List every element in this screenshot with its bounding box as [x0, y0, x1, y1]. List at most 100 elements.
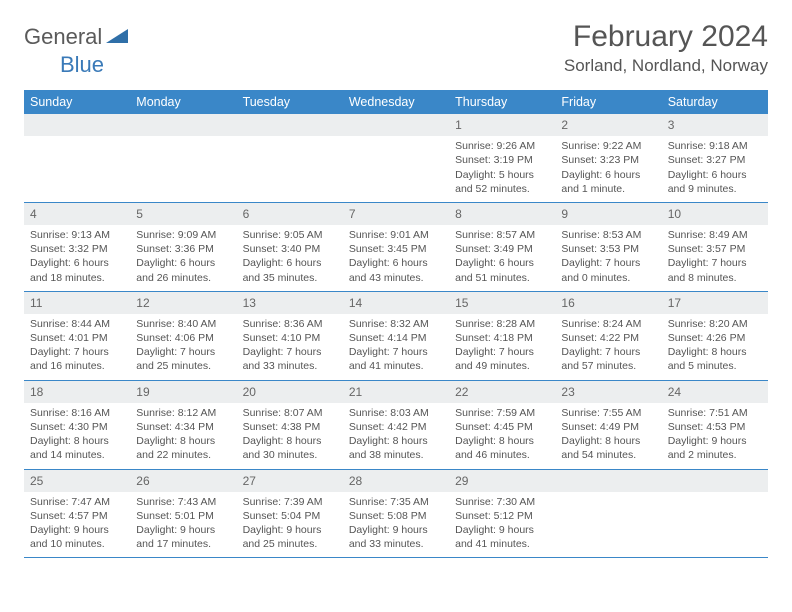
day-number: 23: [555, 381, 661, 403]
sunset-text: Sunset: 4:30 PM: [30, 420, 124, 434]
day-header: Tuesday: [237, 90, 343, 114]
day-number: 20: [237, 381, 343, 403]
logo: General: [24, 20, 130, 50]
daylight-text: Daylight: 8 hours and 38 minutes.: [349, 434, 443, 462]
day-number: 28: [343, 470, 449, 492]
sunrise-text: Sunrise: 8:20 AM: [668, 317, 762, 331]
daylight-text: Daylight: 6 hours and 9 minutes.: [668, 168, 762, 196]
calendar-day-cell: 10Sunrise: 8:49 AMSunset: 3:57 PMDayligh…: [662, 202, 768, 291]
calendar-day-cell: 5 Sunrise: 9:09 AMSunset: 3:36 PMDaylight…: [130, 202, 236, 291]
sunset-text: Sunset: 3:40 PM: [243, 242, 337, 256]
calendar-day-cell: 18Sunrise: 8:16 AMSunset: 4:30 PMDayligh…: [24, 380, 130, 469]
calendar-day-cell: 3Sunrise: 9:18 AMSunset: 3:27 PMDaylight…: [662, 114, 768, 202]
calendar-day-cell: 29Sunrise: 7:30 AMSunset: 5:12 PMDayligh…: [449, 469, 555, 558]
sunset-text: Sunset: 4:06 PM: [136, 331, 230, 345]
sunrise-text: Sunrise: 8:53 AM: [561, 228, 655, 242]
sunset-text: Sunset: 4:34 PM: [136, 420, 230, 434]
sunrise-text: Sunrise: 7:59 AM: [455, 406, 549, 420]
sunset-text: Sunset: 3:27 PM: [668, 153, 762, 167]
calendar-day-cell: 14Sunrise: 8:32 AMSunset: 4:14 PMDayligh…: [343, 291, 449, 380]
day-header: Friday: [555, 90, 661, 114]
sunset-text: Sunset: 4:01 PM: [30, 331, 124, 345]
month-title: February 2024: [564, 20, 768, 54]
daylight-text: Daylight: 6 hours and 26 minutes.: [136, 256, 230, 284]
day-number: 27: [237, 470, 343, 492]
daylight-text: Daylight: 9 hours and 41 minutes.: [455, 523, 549, 551]
daylight-text: Daylight: 7 hours and 16 minutes.: [30, 345, 124, 373]
day-number: [555, 470, 661, 492]
sunset-text: Sunset: 3:32 PM: [30, 242, 124, 256]
sunrise-text: Sunrise: 8:49 AM: [668, 228, 762, 242]
calendar-day-cell: [130, 114, 236, 202]
daylight-text: Daylight: 8 hours and 30 minutes.: [243, 434, 337, 462]
calendar-day-cell: 26Sunrise: 7:43 AMSunset: 5:01 PMDayligh…: [130, 469, 236, 558]
day-number: 17: [662, 292, 768, 314]
sunrise-text: Sunrise: 9:26 AM: [455, 139, 549, 153]
logo-text-blue: Blue: [60, 52, 104, 77]
daylight-text: Daylight: 6 hours and 51 minutes.: [455, 256, 549, 284]
sunrise-text: Sunrise: 7:51 AM: [668, 406, 762, 420]
calendar-day-cell: 16Sunrise: 8:24 AMSunset: 4:22 PMDayligh…: [555, 291, 661, 380]
sunrise-text: Sunrise: 9:09 AM: [136, 228, 230, 242]
daylight-text: Daylight: 9 hours and 17 minutes.: [136, 523, 230, 551]
calendar-day-cell: [237, 114, 343, 202]
sunrise-text: Sunrise: 8:12 AM: [136, 406, 230, 420]
sunrise-text: Sunrise: 8:36 AM: [243, 317, 337, 331]
daylight-text: Daylight: 9 hours and 25 minutes.: [243, 523, 337, 551]
day-number: 5: [130, 203, 236, 225]
daylight-text: Daylight: 6 hours and 35 minutes.: [243, 256, 337, 284]
sunrise-text: Sunrise: 7:55 AM: [561, 406, 655, 420]
day-header: Wednesday: [343, 90, 449, 114]
sunset-text: Sunset: 4:42 PM: [349, 420, 443, 434]
calendar-day-cell: 27 Sunrise: 7:39 AMSunset: 5:04 PMDayligh…: [237, 469, 343, 558]
sunset-text: Sunset: 5:04 PM: [243, 509, 337, 523]
sunrise-text: Sunrise: 7:39 AM: [243, 495, 337, 509]
sunset-text: Sunset: 3:45 PM: [349, 242, 443, 256]
calendar-day-cell: 19 Sunrise: 8:12 AMSunset: 4:34 PMDayligh…: [130, 380, 236, 469]
sunset-text: Sunset: 3:23 PM: [561, 153, 655, 167]
sunset-text: Sunset: 5:08 PM: [349, 509, 443, 523]
daylight-text: Daylight: 9 hours and 33 minutes.: [349, 523, 443, 551]
day-number: 25: [24, 470, 130, 492]
calendar-day-cell: 21 Sunrise: 8:03 AMSunset: 4:42 PMDayligh…: [343, 380, 449, 469]
sunrise-text: Sunrise: 8:03 AM: [349, 406, 443, 420]
calendar-day-cell: 4Sunrise: 9:13 AMSunset: 3:32 PMDaylight…: [24, 202, 130, 291]
day-number: 19: [130, 381, 236, 403]
day-number: [130, 114, 236, 136]
day-number: [24, 114, 130, 136]
sunrise-text: Sunrise: 7:35 AM: [349, 495, 443, 509]
daylight-text: Daylight: 8 hours and 22 minutes.: [136, 434, 230, 462]
calendar-day-cell: 1Sunrise: 9:26 AMSunset: 3:19 PMDaylight…: [449, 114, 555, 202]
calendar-day-cell: 6Sunrise: 9:05 AMSunset: 3:40 PMDaylight…: [237, 202, 343, 291]
sunset-text: Sunset: 4:57 PM: [30, 509, 124, 523]
sunrise-text: Sunrise: 9:18 AM: [668, 139, 762, 153]
daylight-text: Daylight: 5 hours and 52 minutes.: [455, 168, 549, 196]
calendar-day-cell: 28 Sunrise: 7:35 AMSunset: 5:08 PMDayligh…: [343, 469, 449, 558]
sunrise-text: Sunrise: 7:30 AM: [455, 495, 549, 509]
sunset-text: Sunset: 3:36 PM: [136, 242, 230, 256]
day-header: Monday: [130, 90, 236, 114]
calendar-day-cell: [662, 469, 768, 558]
day-number: 2: [555, 114, 661, 136]
daylight-text: Daylight: 7 hours and 49 minutes.: [455, 345, 549, 373]
calendar-week-row: 1Sunrise: 9:26 AMSunset: 3:19 PMDaylight…: [24, 114, 768, 202]
sunrise-text: Sunrise: 8:44 AM: [30, 317, 124, 331]
calendar-day-cell: [555, 469, 661, 558]
daylight-text: Daylight: 7 hours and 57 minutes.: [561, 345, 655, 373]
day-number: 29: [449, 470, 555, 492]
calendar-day-cell: [343, 114, 449, 202]
daylight-text: Daylight: 7 hours and 8 minutes.: [668, 256, 762, 284]
day-number: 14: [343, 292, 449, 314]
sunset-text: Sunset: 4:38 PM: [243, 420, 337, 434]
calendar-day-cell: 25Sunrise: 7:47 AMSunset: 4:57 PMDayligh…: [24, 469, 130, 558]
day-number: 13: [237, 292, 343, 314]
calendar-day-cell: [24, 114, 130, 202]
sunrise-text: Sunrise: 9:13 AM: [30, 228, 124, 242]
day-number: 21: [343, 381, 449, 403]
sunset-text: Sunset: 3:49 PM: [455, 242, 549, 256]
calendar-day-cell: 11Sunrise: 8:44 AMSunset: 4:01 PMDayligh…: [24, 291, 130, 380]
day-number: 15: [449, 292, 555, 314]
calendar-day-cell: 13Sunrise: 8:36 AMSunset: 4:10 PMDayligh…: [237, 291, 343, 380]
day-number: 6: [237, 203, 343, 225]
daylight-text: Daylight: 8 hours and 5 minutes.: [668, 345, 762, 373]
